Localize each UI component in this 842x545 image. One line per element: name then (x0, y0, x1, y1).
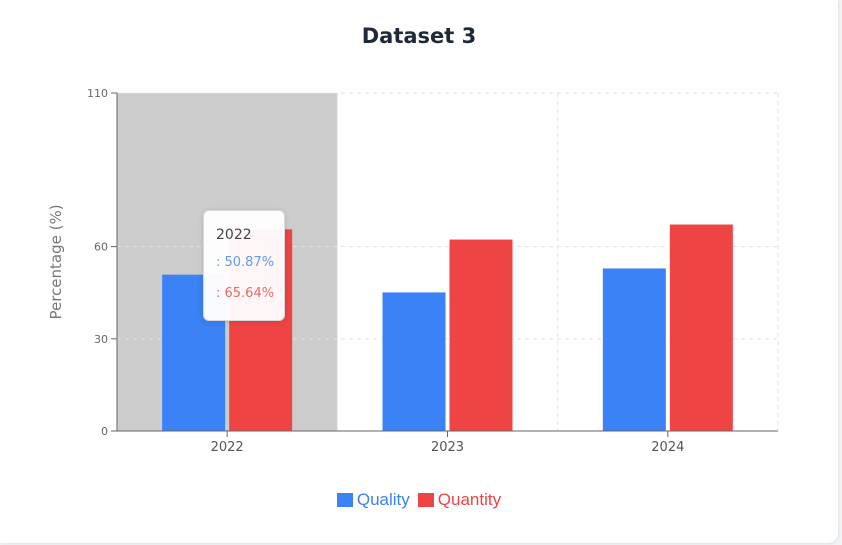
x-tick-label: 2022 (211, 440, 244, 455)
bar-quantity-2023 (449, 239, 513, 431)
legend-label-quantity: Quantity (437, 490, 502, 509)
legend-item-quantity[interactable]: Quantity (417, 490, 502, 510)
tooltip-row-quality: : 50.87% (216, 255, 275, 270)
y-tick-label: 60 (94, 241, 108, 254)
legend-label-quality: Quality (356, 490, 410, 509)
x-tick-label: 2023 (431, 440, 464, 455)
bar-quantity-2024 (669, 224, 733, 431)
tooltip: 2022 : 50.87% : 65.64% (203, 210, 285, 321)
legend-swatch-quality (336, 493, 353, 507)
tooltip-title: 2022 (216, 227, 252, 243)
tooltip-row-quantity: : 65.64% (216, 286, 275, 301)
legend-swatch-quantity (417, 493, 434, 507)
y-tick-label: 0 (101, 425, 108, 438)
y-tick-label: 30 (94, 333, 108, 346)
y-axis-label: Percentage (%) (47, 204, 65, 319)
chart-title: Dataset 3 (361, 24, 477, 48)
legend-item-quality[interactable]: Quality (336, 490, 410, 510)
bar-quality-2023 (382, 292, 446, 431)
x-tick-label: 2024 (651, 440, 684, 455)
legend: Quality Quantity (0, 490, 838, 510)
y-tick-label: 110 (87, 87, 108, 100)
bar-quality-2024 (602, 268, 666, 431)
